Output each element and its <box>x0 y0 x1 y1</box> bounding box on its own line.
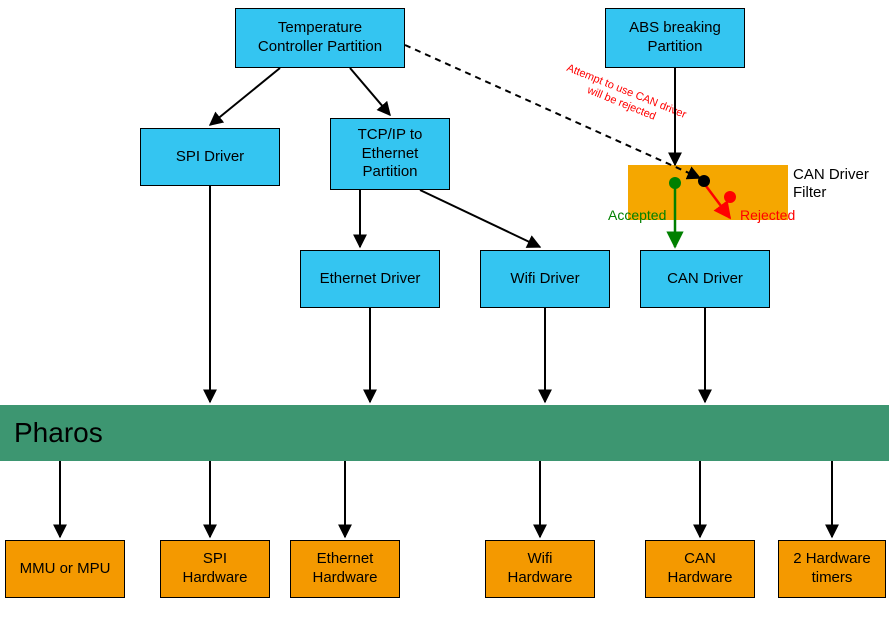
node-eth-driver: Ethernet Driver <box>300 250 440 308</box>
node-abs: ABS breaking Partition <box>605 8 745 68</box>
node-spi-driver: SPI Driver <box>140 128 280 186</box>
node-wifi-hw: Wifi Hardware <box>485 540 595 598</box>
pharos-bar <box>0 405 889 461</box>
accepted-label: Accepted <box>608 207 666 223</box>
edge-temp-to-tcp <box>350 68 390 115</box>
edge-temp-to-spi <box>210 68 280 125</box>
can-filter-label: CAN Driver Filter <box>793 166 869 202</box>
pharos-label: Pharos <box>14 417 103 449</box>
node-temp-ctrl: Temperature Controller Partition <box>235 8 405 68</box>
node-eth-hw: Ethernet Hardware <box>290 540 400 598</box>
node-tcp-eth: TCP/IP to Ethernet Partition <box>330 118 450 190</box>
node-timers: 2 Hardware timers <box>778 540 886 598</box>
rejected-label: Rejected <box>740 207 795 223</box>
edges-overlay <box>0 0 889 624</box>
node-can-hw: CAN Hardware <box>645 540 755 598</box>
attempt-annotation: Attempt to use CAN driver will be reject… <box>560 62 688 133</box>
node-wifi-driver: Wifi Driver <box>480 250 610 308</box>
node-can-driver: CAN Driver <box>640 250 770 308</box>
edge-tcp-to-wifi <box>420 190 540 247</box>
node-mmu: MMU or MPU <box>5 540 125 598</box>
node-spi-hw: SPI Hardware <box>160 540 270 598</box>
